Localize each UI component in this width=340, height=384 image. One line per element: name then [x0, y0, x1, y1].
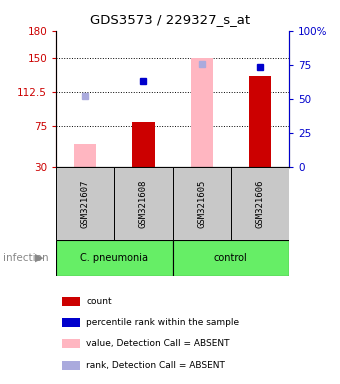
Text: GSM321605: GSM321605	[197, 179, 206, 228]
Bar	[173, 240, 289, 276]
Text: GSM321608: GSM321608	[139, 179, 148, 228]
Bar	[62, 361, 81, 370]
Text: count: count	[86, 297, 112, 306]
Text: GSM321606: GSM321606	[255, 179, 265, 228]
Bar	[74, 144, 96, 167]
Bar	[62, 318, 81, 327]
Text: C. pneumonia: C. pneumonia	[80, 253, 148, 263]
Bar	[249, 76, 271, 167]
Text: value, Detection Call = ABSENT: value, Detection Call = ABSENT	[86, 339, 230, 348]
Bar	[173, 167, 231, 240]
Bar	[56, 240, 173, 276]
Bar	[132, 122, 154, 167]
Text: infection: infection	[3, 253, 49, 263]
Bar	[231, 167, 289, 240]
Bar	[62, 339, 81, 348]
Text: GDS3573 / 229327_s_at: GDS3573 / 229327_s_at	[90, 13, 250, 26]
Text: rank, Detection Call = ABSENT: rank, Detection Call = ABSENT	[86, 361, 225, 370]
Bar	[62, 297, 81, 306]
Text: GSM321607: GSM321607	[81, 179, 90, 228]
Text: control: control	[214, 253, 248, 263]
Bar	[114, 167, 173, 240]
Text: ▶: ▶	[35, 253, 44, 263]
Text: percentile rank within the sample: percentile rank within the sample	[86, 318, 239, 327]
Bar	[56, 167, 114, 240]
Bar	[191, 58, 213, 167]
